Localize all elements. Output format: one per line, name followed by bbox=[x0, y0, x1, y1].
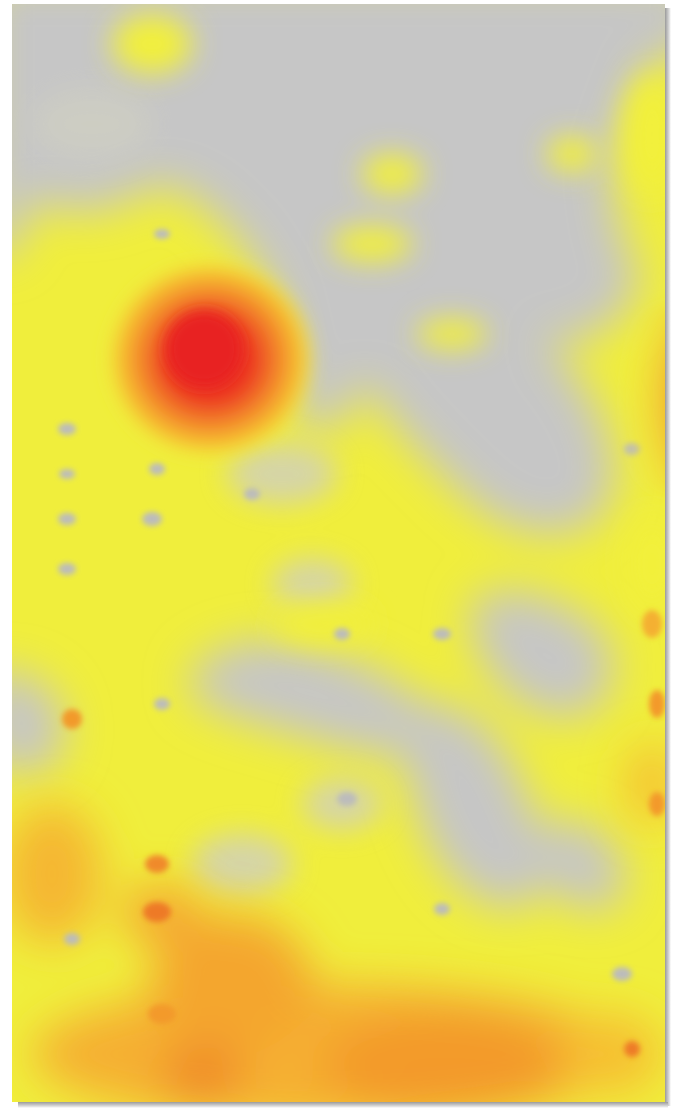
heat-map-svg bbox=[12, 4, 665, 1102]
grey-dots bbox=[58, 229, 640, 981]
drop-shadow-bottom bbox=[18, 1102, 668, 1108]
pale-regions bbox=[32, 89, 382, 894]
yellow-streaks bbox=[112, 14, 665, 644]
heat-map-image bbox=[12, 4, 665, 1102]
warm-regions bbox=[12, 744, 665, 1102]
speckles bbox=[62, 610, 665, 1057]
hotspot-main bbox=[100, 254, 320, 464]
drop-shadow-right bbox=[665, 8, 671, 1106]
hotspot-edge bbox=[602, 304, 665, 494]
